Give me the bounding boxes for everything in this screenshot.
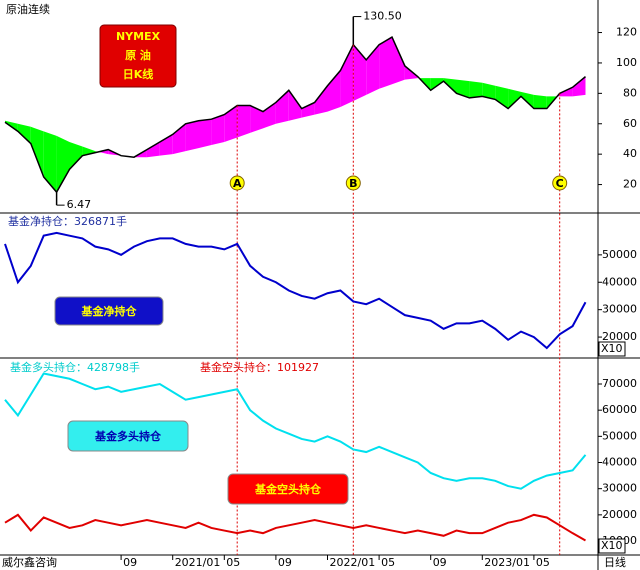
ma-band bbox=[159, 134, 173, 156]
ma-band bbox=[17, 123, 31, 144]
series-label-box bbox=[227, 473, 349, 505]
ma-band bbox=[30, 126, 44, 177]
ma-band bbox=[353, 44, 367, 101]
ma-band bbox=[250, 105, 263, 133]
series-line bbox=[4, 513, 586, 542]
scale-label: X10 bbox=[601, 539, 623, 552]
ma-band bbox=[56, 135, 70, 193]
ma-band bbox=[327, 70, 341, 112]
ma-band bbox=[288, 90, 302, 121]
series-label: 基金空头持仓 bbox=[254, 482, 322, 496]
series-label-box bbox=[54, 296, 164, 326]
period-label: 日线 bbox=[604, 555, 626, 569]
ma-band bbox=[340, 44, 354, 108]
y-tick-label: 50000 bbox=[602, 248, 637, 261]
ma-band bbox=[392, 37, 405, 85]
series-title: 基金多头持仓：428798手 bbox=[10, 360, 140, 374]
ma-band bbox=[495, 85, 509, 109]
x-tick-label: 09 bbox=[278, 556, 292, 569]
ma-band bbox=[224, 105, 238, 142]
x-tick-label: 2021/01 bbox=[175, 556, 221, 569]
event-label: B bbox=[349, 177, 357, 190]
y-tick-label: 80 bbox=[623, 86, 637, 99]
y-tick-label: 20000 bbox=[602, 330, 637, 343]
x-tick-label: 05 bbox=[381, 556, 395, 569]
source-label: 威尔鑫咨询 bbox=[2, 555, 57, 569]
y-tick-label: 20 bbox=[623, 178, 637, 191]
x-tick-label: 09 bbox=[123, 556, 137, 569]
event-marker bbox=[229, 175, 245, 191]
scale-box bbox=[598, 538, 626, 554]
x-tick-label: 2023/01 bbox=[484, 556, 530, 569]
series-label: 基金净持仓 bbox=[81, 304, 138, 318]
ma-band bbox=[69, 142, 83, 170]
chart-title: 原油连续 bbox=[6, 2, 50, 16]
y-tick-label: 40000 bbox=[602, 456, 637, 469]
scale-label: X10 bbox=[601, 342, 623, 355]
ma-band bbox=[172, 123, 186, 155]
ma-band bbox=[237, 105, 251, 138]
ma-band bbox=[379, 37, 392, 89]
ma-band bbox=[456, 79, 470, 98]
ma-band bbox=[521, 91, 534, 109]
ma-band bbox=[469, 81, 483, 98]
y-tick-label: 100 bbox=[616, 56, 637, 69]
series-line bbox=[4, 231, 587, 350]
y-tick-label: 70000 bbox=[602, 377, 637, 390]
ma-band bbox=[185, 120, 199, 152]
ma-band bbox=[572, 76, 586, 97]
badge-text: 原 油 bbox=[125, 48, 151, 62]
ma-band bbox=[82, 146, 96, 156]
ma-band bbox=[263, 102, 276, 129]
series-title: 基金空头持仓：101927 bbox=[200, 360, 319, 374]
ma-band bbox=[482, 82, 496, 100]
ma-band bbox=[301, 102, 315, 118]
x-tick-label: 05 bbox=[226, 556, 240, 569]
series-title: 基金净持仓：326871手 bbox=[8, 214, 127, 228]
ma-band bbox=[508, 88, 521, 109]
x-tick-label: 2022/01 bbox=[330, 556, 376, 569]
ma-band bbox=[314, 85, 328, 115]
y-tick-label: 120 bbox=[616, 26, 637, 39]
event-marker bbox=[552, 175, 568, 191]
series-line bbox=[4, 36, 586, 194]
event-label: A bbox=[233, 177, 242, 190]
event-label: C bbox=[556, 177, 564, 190]
annotation-label: 130.50 bbox=[363, 10, 402, 23]
event-marker bbox=[345, 175, 361, 191]
series-label-box bbox=[67, 420, 189, 452]
title-badge bbox=[99, 24, 177, 88]
series-label: 基金多头持仓 bbox=[94, 429, 162, 443]
ma-band bbox=[211, 114, 225, 146]
ma-band bbox=[198, 119, 212, 149]
y-tick-label: 20000 bbox=[602, 508, 637, 521]
ma-band bbox=[275, 90, 289, 124]
x-tick-label: 05 bbox=[536, 556, 550, 569]
y-tick-label: 30000 bbox=[602, 482, 637, 495]
y-tick-label: 40000 bbox=[602, 275, 637, 288]
ma-band bbox=[533, 94, 547, 109]
series-line bbox=[4, 372, 587, 490]
annotation-label: 6.47 bbox=[67, 198, 92, 211]
y-tick-label: 60000 bbox=[602, 403, 637, 416]
y-tick-label: 40 bbox=[623, 147, 637, 160]
ma-band bbox=[146, 142, 160, 158]
scale-box bbox=[598, 341, 626, 357]
y-tick-label: 30000 bbox=[602, 303, 637, 316]
x-tick-label: 09 bbox=[433, 556, 447, 569]
badge-text: NYMEX bbox=[116, 30, 161, 43]
y-tick-label: 60 bbox=[623, 117, 637, 130]
ma-band bbox=[43, 131, 57, 193]
y-tick-label: 50000 bbox=[602, 429, 637, 442]
badge-text: 日K线 bbox=[123, 67, 154, 81]
